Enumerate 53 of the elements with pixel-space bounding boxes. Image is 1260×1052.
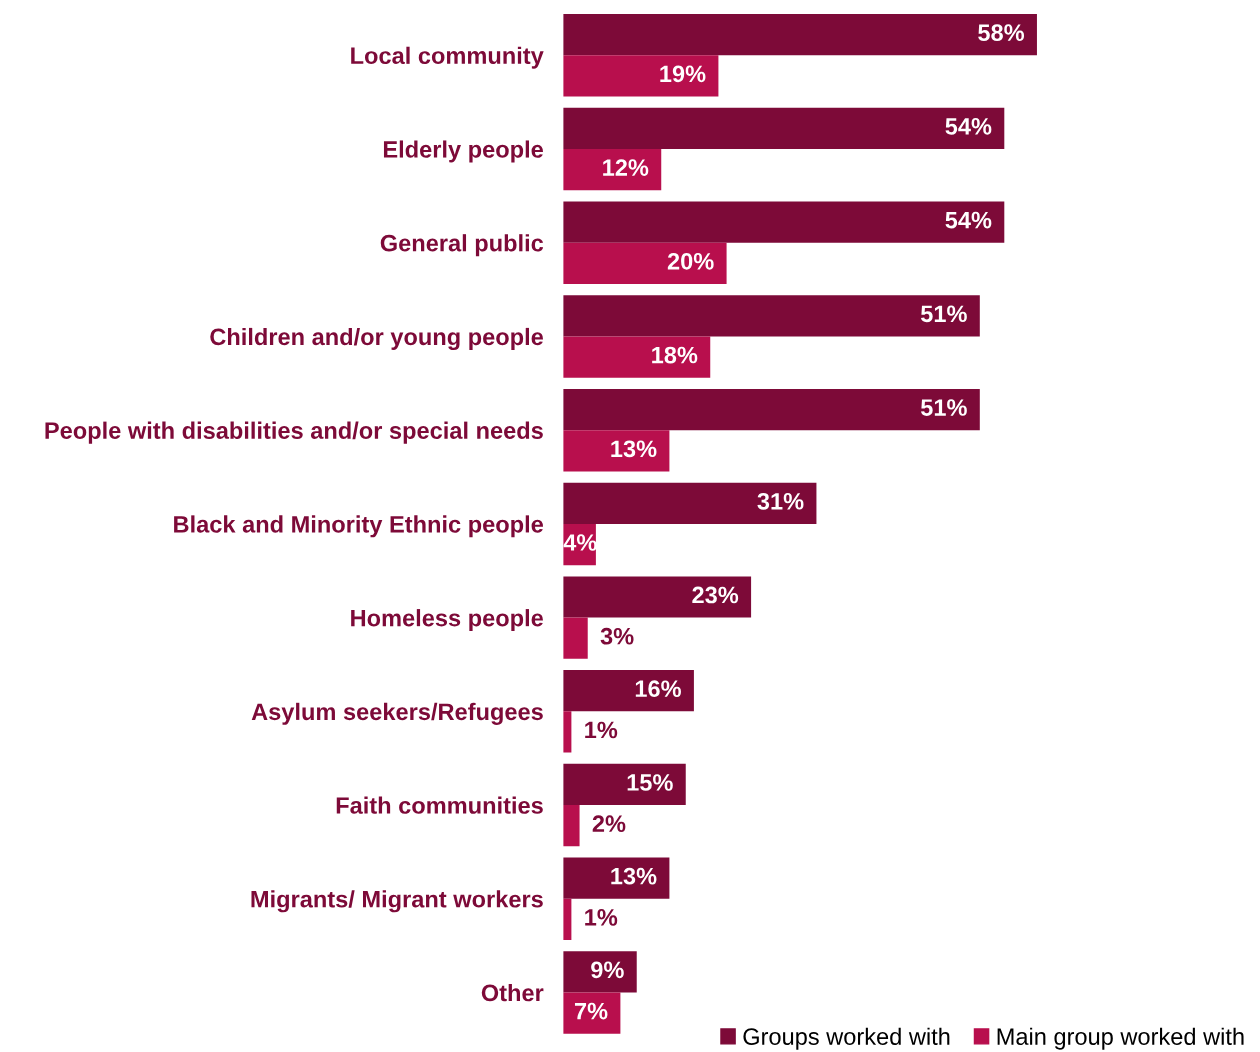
bar [563, 149, 662, 191]
y-tick-label: Black and Minority Ethnic people [174, 515, 543, 538]
data-label: 19% [660, 65, 706, 83]
data-label: 51% [920, 399, 967, 416]
data-label: 13% [611, 440, 657, 458]
bar [563, 670, 694, 712]
y-tick-label: Asylum seekers/Refugees [251, 702, 543, 725]
bar [563, 388, 980, 431]
y-tick-label: Other [481, 983, 544, 1002]
y-tick-label: Local community [351, 46, 544, 69]
bar [563, 242, 727, 284]
bar [563, 617, 588, 659]
data-label: 1% [585, 721, 618, 739]
data-label: 54% [945, 211, 992, 229]
data-label: 7% [574, 1002, 608, 1020]
bar [563, 336, 711, 378]
bar [563, 201, 1005, 243]
bar [563, 576, 752, 618]
y-tick-label: People with disabilities and/or special needs [45, 421, 543, 444]
bar [563, 430, 670, 472]
data-label: 54% [945, 118, 992, 135]
data-label: 58% [978, 24, 1025, 41]
bar [563, 14, 1037, 56]
bar [563, 763, 686, 806]
y-tick-label: General public [380, 234, 544, 257]
data-label: 3% [600, 627, 634, 645]
data-label: 31% [757, 492, 804, 510]
y-tick-label: Faith communities [336, 796, 543, 814]
legend-label: Main group worked with [997, 1027, 1244, 1050]
bar [563, 295, 980, 337]
y-tick-label: Children and/or young people [210, 327, 543, 351]
data-label: 9% [591, 961, 624, 979]
data-label: 51% [920, 305, 967, 323]
data-label: 20% [667, 252, 714, 270]
data-label: 13% [611, 867, 657, 885]
data-label: 4% [563, 534, 597, 551]
data-label: 16% [635, 680, 681, 698]
data-label: 23% [692, 586, 739, 604]
data-label: 12% [603, 159, 649, 176]
bar [563, 805, 580, 847]
y-tick-label: Homeless people [351, 609, 543, 632]
bar [563, 55, 719, 97]
bar [563, 107, 1005, 149]
bar [563, 482, 817, 524]
bar [563, 857, 670, 899]
y-tick-label: Elderly people [383, 140, 543, 163]
bar [563, 951, 637, 993]
data-label: 18% [652, 346, 698, 364]
data-label: 1% [585, 909, 618, 926]
legend-label: Groups worked with [743, 1027, 950, 1050]
data-label: 2% [592, 815, 626, 832]
y-tick-label: Migrants/ Migrant workers [251, 890, 543, 913]
data-label: 15% [627, 774, 673, 791]
